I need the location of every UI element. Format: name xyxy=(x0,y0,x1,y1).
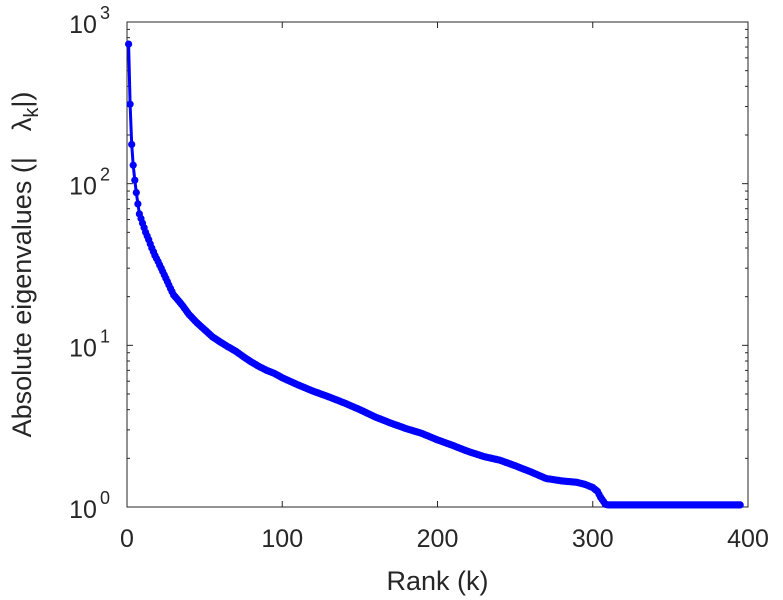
x-tick-label: 100 xyxy=(261,525,303,553)
data-series xyxy=(125,40,744,509)
data-point xyxy=(131,176,139,184)
axes xyxy=(126,21,749,508)
data-point xyxy=(129,161,137,169)
x-tick-label: 200 xyxy=(417,525,459,553)
x-axis-title: Rank (k) xyxy=(386,566,488,596)
y-tick-exponent: 3 xyxy=(100,3,110,23)
data-point xyxy=(125,40,133,48)
x-tick-label: 400 xyxy=(727,525,769,553)
plot-area xyxy=(126,21,749,508)
y-tick-exponent: 2 xyxy=(100,165,110,185)
data-point xyxy=(126,100,134,108)
x-tick-label: 0 xyxy=(120,525,134,553)
data-point xyxy=(134,200,142,208)
y-tick-label: 10 xyxy=(69,11,97,39)
x-tick-label: 300 xyxy=(572,525,614,553)
y-tick-exponent: 1 xyxy=(100,326,110,346)
data-point xyxy=(132,189,140,197)
data-point xyxy=(128,140,136,148)
y-tick-label: 10 xyxy=(69,496,97,524)
data-point xyxy=(736,501,744,509)
y-tick-label: 10 xyxy=(69,173,97,201)
y-tick-exponent: 0 xyxy=(100,488,110,508)
y-axis-title: Absolute eigenvalues (|λk|) xyxy=(7,92,43,438)
y-tick-label: 10 xyxy=(69,334,97,362)
